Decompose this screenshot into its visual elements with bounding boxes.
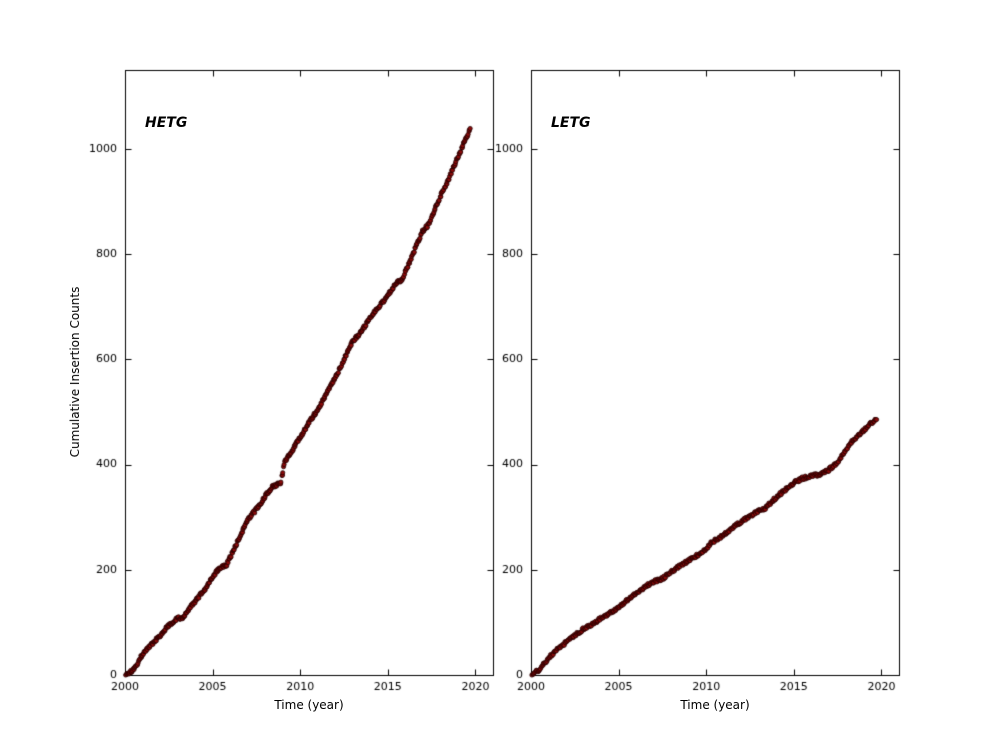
- panel-title-letg: LETG: [551, 115, 591, 131]
- y-axis-label: Cumulative Insertion Counts: [68, 286, 82, 458]
- x-axis-label-letg: Time (year): [680, 698, 750, 712]
- x-axis-label-hetg: Time (year): [274, 698, 344, 712]
- panel-title-hetg: HETG: [145, 115, 188, 131]
